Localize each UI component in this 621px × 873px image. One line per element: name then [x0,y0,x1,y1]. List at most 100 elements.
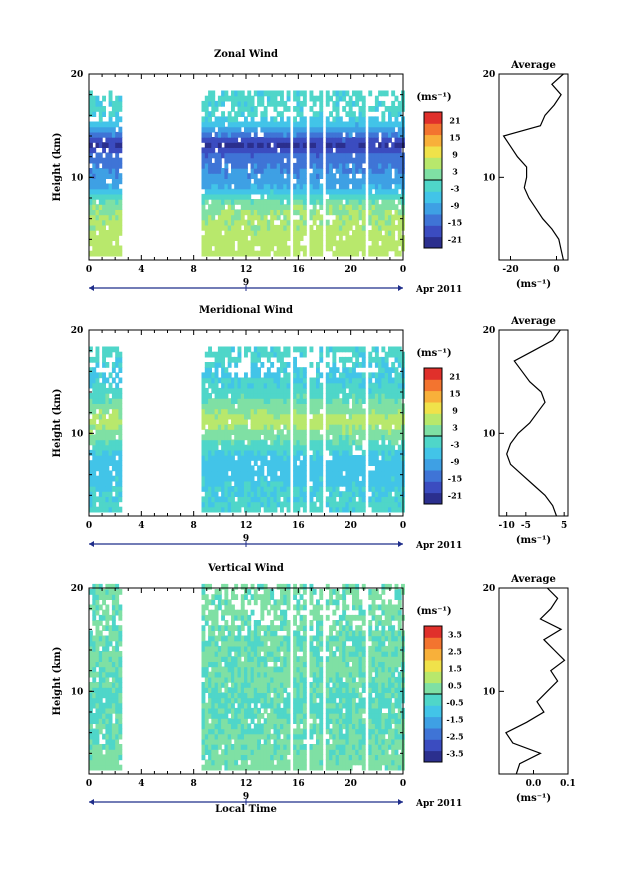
heatmap-cell [95,382,100,389]
heatmap-cell [335,387,340,394]
heatmap-cell [102,142,106,148]
heatmap-cell [111,687,116,693]
heatmap-cell [224,697,229,704]
heatmap-cell [332,424,337,430]
heatmap-cell [201,702,206,709]
heatmap-cell [319,157,324,164]
heatmap-cell [260,491,265,497]
heatmap-cell [368,188,373,195]
heatmap-cell [374,204,379,210]
heatmap-cell [263,230,268,236]
heatmap-cell [214,393,219,399]
heatmap-cell [263,733,268,740]
heatmap-cell [378,449,382,456]
heatmap-cell [208,413,212,420]
heatmap-cell [257,219,261,226]
heatmap-cell [263,126,268,133]
heatmap-cell [234,465,239,472]
heatmap-cell [283,455,288,461]
heatmap-cell [234,377,239,384]
heatmap-cell [217,651,222,657]
heatmap-cell [309,142,314,148]
heatmap-cell [280,439,284,446]
heatmap-cell [118,455,123,461]
heatmap-cell [378,480,382,487]
heatmap-cell [388,168,392,174]
heatmap-cell [348,147,353,154]
heatmap-cell [89,434,93,441]
heatmap-cell [111,666,116,673]
heatmap-cell [312,204,317,210]
heatmap-cell [260,413,265,420]
heatmap-cell [115,661,120,668]
heatmap-cell [108,424,113,430]
heatmap-cell [374,439,379,446]
heatmap-cell [89,702,93,709]
heatmap-cell [355,209,360,216]
heatmap-cell [316,240,320,247]
heatmap-cell [270,152,275,159]
heatmap-cell [118,193,123,200]
heatmap-cell [224,444,229,451]
heatmap-cell [234,137,239,143]
heatmap-cell [266,645,271,652]
heatmap-cell [266,224,271,231]
heatmap-cell [240,240,245,247]
heatmap-cell [273,126,278,133]
heatmap-cell [309,439,314,446]
heatmap-cell [211,240,216,247]
heatmap-cell [102,707,106,714]
heatmap-cell [224,620,229,626]
heatmap-cell [115,100,120,107]
heatmap-cell [397,214,402,221]
heatmap-cell [201,126,206,133]
heatmap-cell [325,475,330,482]
heatmap-cell [368,475,373,482]
heatmap-cell [224,193,229,200]
heatmap-cell [361,235,366,241]
heatmap-cell [335,230,340,236]
heatmap-cell [102,733,106,740]
heatmap-cell [105,439,110,446]
heatmap-cell [329,377,333,384]
heatmap-cell [227,95,232,102]
heatmap-cell [214,475,219,482]
heatmap-cell [108,651,113,657]
heatmap-cell [309,224,314,231]
heatmap-cell [108,475,113,482]
heatmap-cell [92,697,97,704]
heatmap-cell [227,193,232,200]
heatmap-cell [325,393,330,399]
heatmap-cell [316,199,320,205]
heatmap-cell [378,362,382,368]
heatmap-cell [342,147,347,154]
heatmap-cell [257,506,261,513]
heatmap-cell [266,723,271,730]
heatmap-cell [111,183,116,190]
heatmap-cell [361,137,366,143]
heatmap-cell [211,188,216,195]
heatmap-cell [325,178,330,185]
heatmap-cell [345,199,350,205]
heatmap-cell [332,465,337,472]
heatmap-cell [221,759,225,766]
heatmap-cell [237,424,242,430]
heatmap-cell [263,188,268,195]
heatmap-cell [108,449,113,456]
heatmap-cell [293,224,297,231]
heatmap-cell [204,157,209,164]
heatmap-cell [371,173,376,179]
heatmap-cell [214,193,219,200]
heatmap-cell [95,95,100,102]
heatmap-cell [293,162,297,169]
heatmap-cell [111,173,116,179]
heatmap-cell [260,245,265,252]
heatmap-cell [348,157,353,164]
heatmap-cell [244,408,248,415]
heatmap-cell [217,377,222,384]
heatmap-cell [325,424,330,430]
heatmap-cell [118,126,123,133]
heatmap-cell [266,749,271,755]
heatmap-cell [316,245,320,252]
heatmap-cell [214,240,219,247]
